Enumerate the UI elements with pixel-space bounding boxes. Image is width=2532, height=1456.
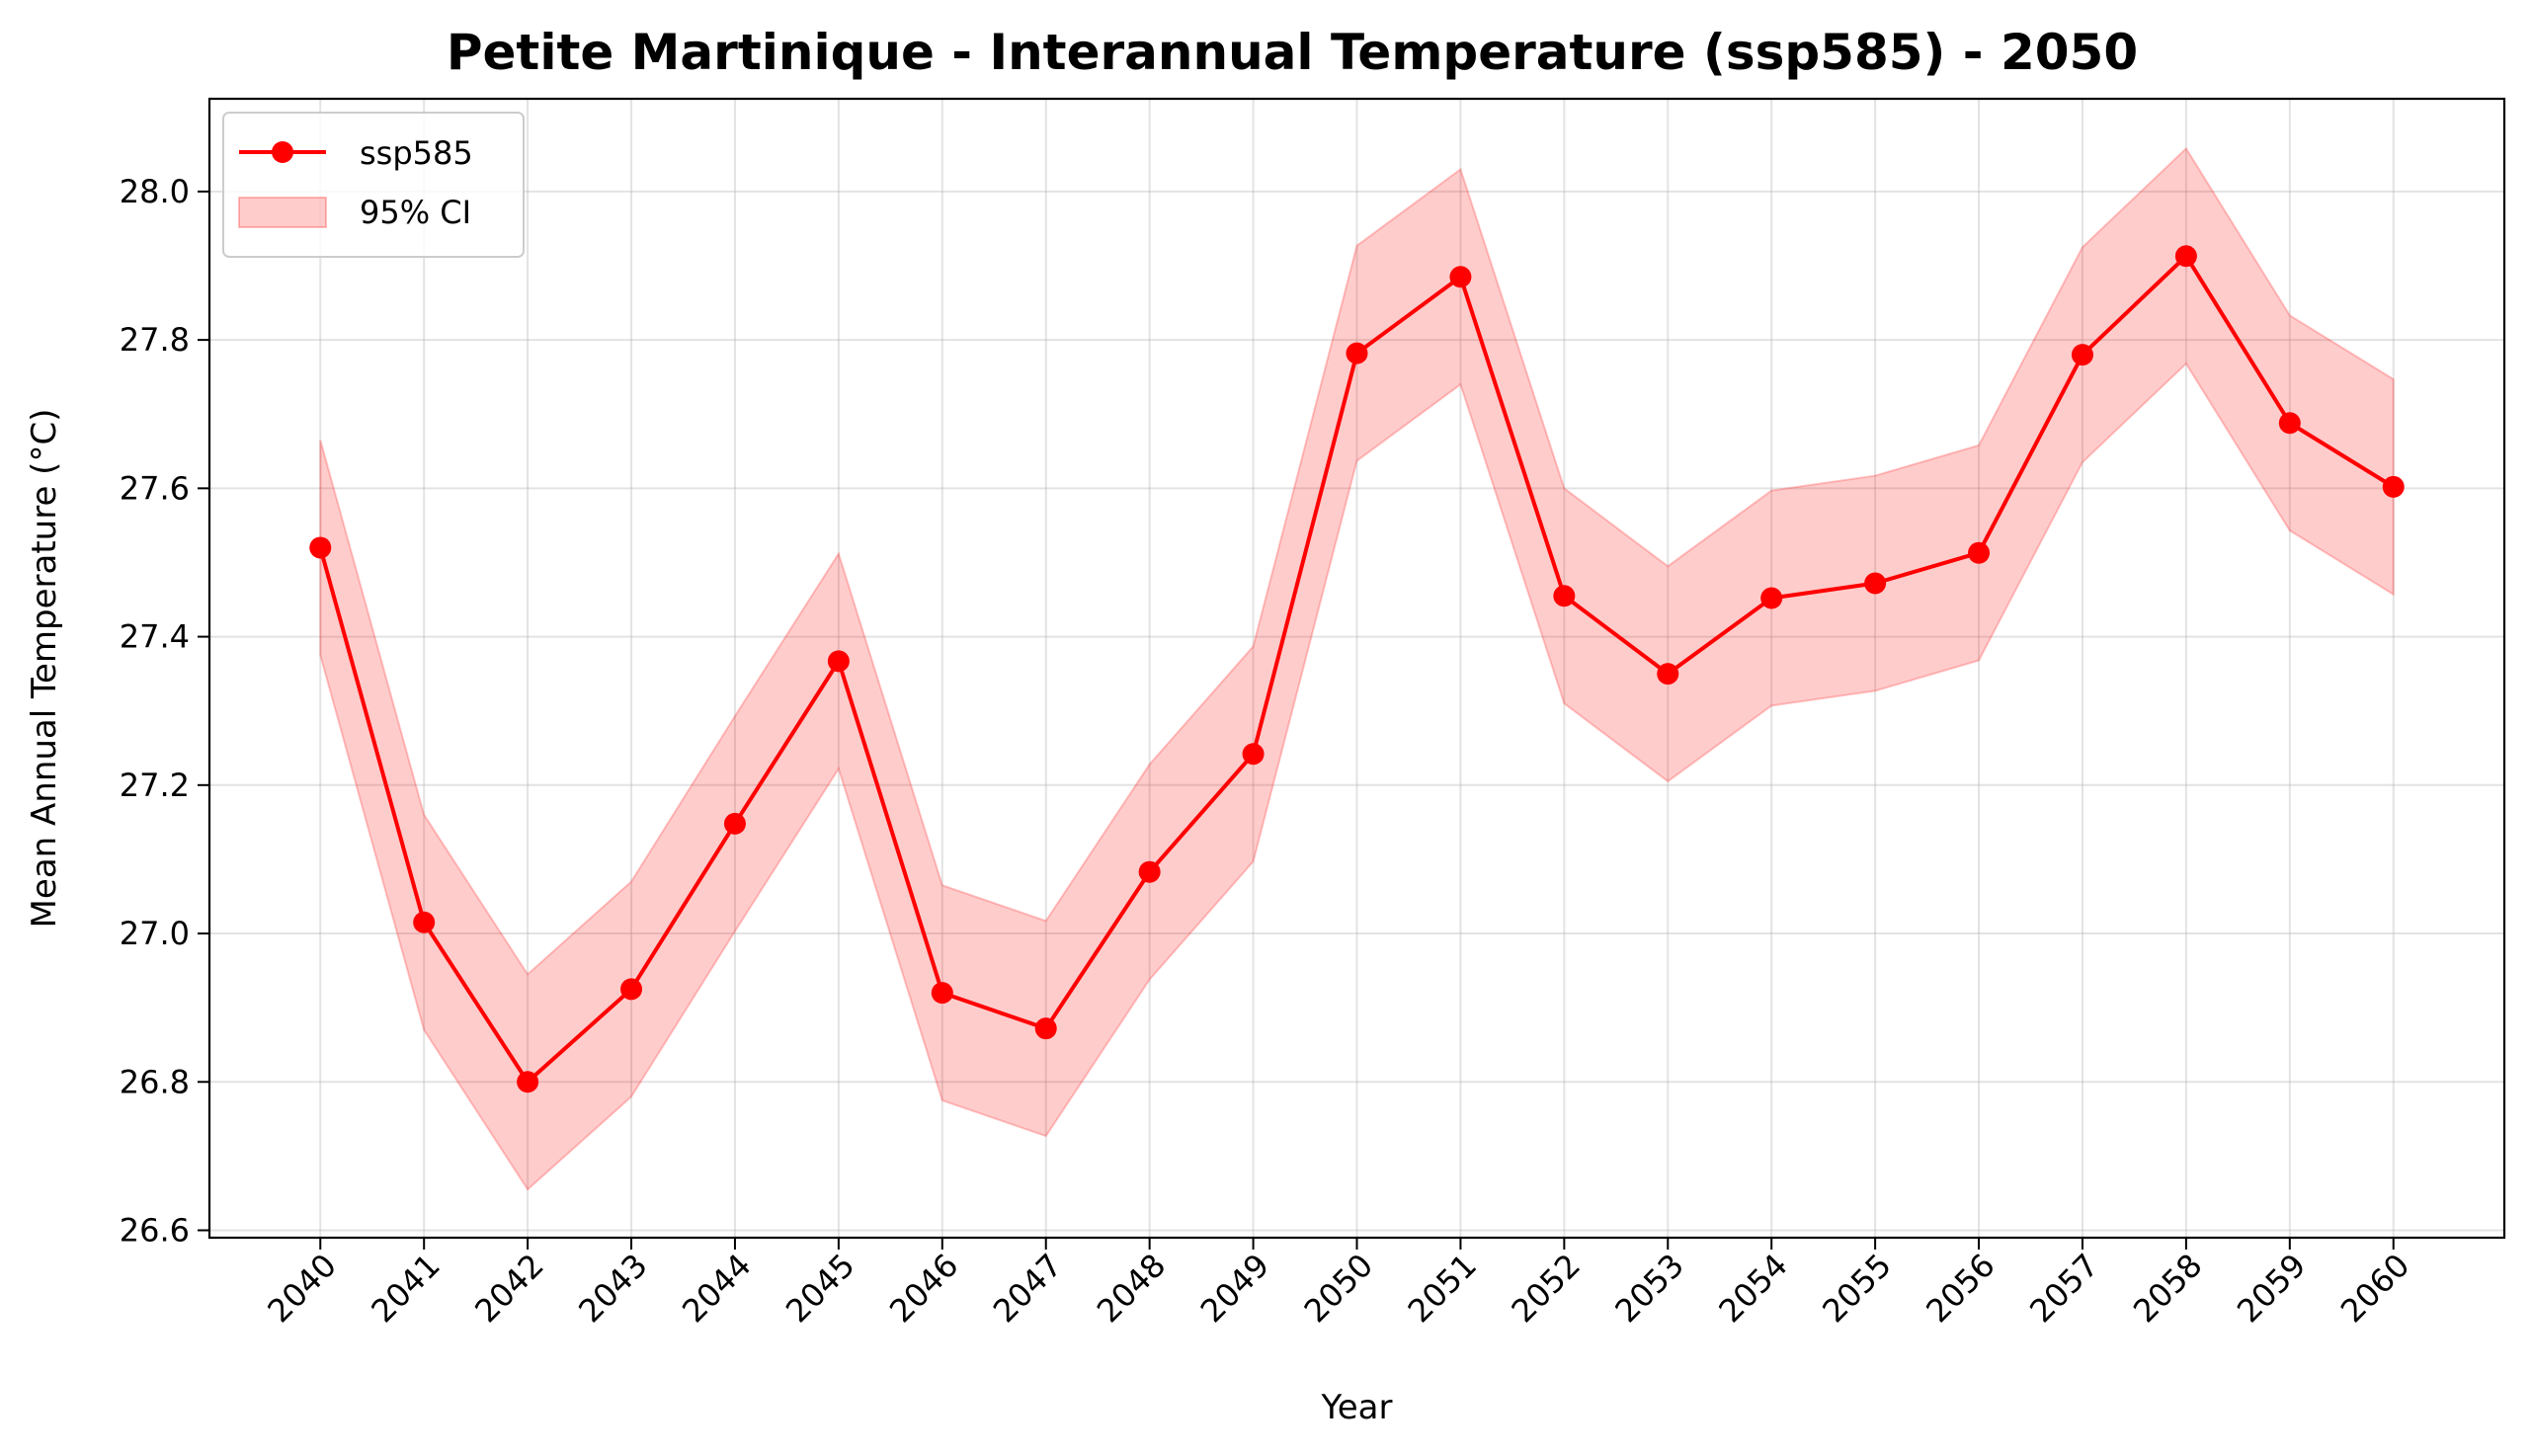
data-point [2382, 475, 2405, 498]
data-point [1242, 743, 1265, 766]
data-point [1553, 585, 1576, 607]
data-point [309, 536, 332, 559]
data-point [620, 978, 643, 1001]
y-tick-label: 27.0 [120, 915, 190, 952]
legend-ci-label: 95% CI [360, 194, 471, 231]
y-tick-label: 26.8 [120, 1063, 190, 1100]
x-axis-label: Year [1321, 1388, 1393, 1427]
data-point [413, 911, 436, 933]
data-point [517, 1071, 539, 1093]
data-point [1968, 541, 1991, 564]
chart-title: Petite Martinique - Interannual Temperat… [447, 24, 2138, 81]
y-axis-ticks: 26.6 26.8 27.0 27.2 27.4 27.6 27.8 28.0 [120, 173, 209, 1249]
data-point [1760, 587, 1783, 609]
series-points-layer [309, 245, 2405, 1093]
legend: ssp585 95% CI [222, 112, 525, 258]
legend-ci-swatch [238, 197, 327, 228]
y-axis-label: Mean Annual Temperature (°C) [25, 409, 64, 929]
data-point [931, 982, 953, 1005]
data-point [1657, 663, 1679, 686]
data-point [1138, 860, 1161, 883]
legend-box [222, 112, 525, 258]
data-point [723, 812, 746, 835]
legend-series-marker [272, 141, 293, 163]
data-point [2071, 344, 2093, 366]
y-tick-label: 28.0 [120, 173, 190, 210]
y-tick-label: 27.8 [120, 321, 190, 359]
data-point [2174, 245, 2197, 268]
y-tick-label: 27.6 [120, 469, 190, 507]
grid-lines [209, 99, 2504, 1238]
data-point [1864, 572, 1887, 595]
data-point [1346, 342, 1368, 364]
data-point [2278, 412, 2301, 435]
data-point [1034, 1017, 1057, 1040]
y-tick-label: 26.6 [120, 1211, 190, 1249]
data-point [827, 650, 850, 673]
legend-series-label: ssp585 [360, 134, 473, 172]
y-tick-label: 27.4 [120, 618, 190, 656]
data-point [1449, 266, 1472, 288]
y-tick-label: 27.2 [120, 767, 190, 804]
